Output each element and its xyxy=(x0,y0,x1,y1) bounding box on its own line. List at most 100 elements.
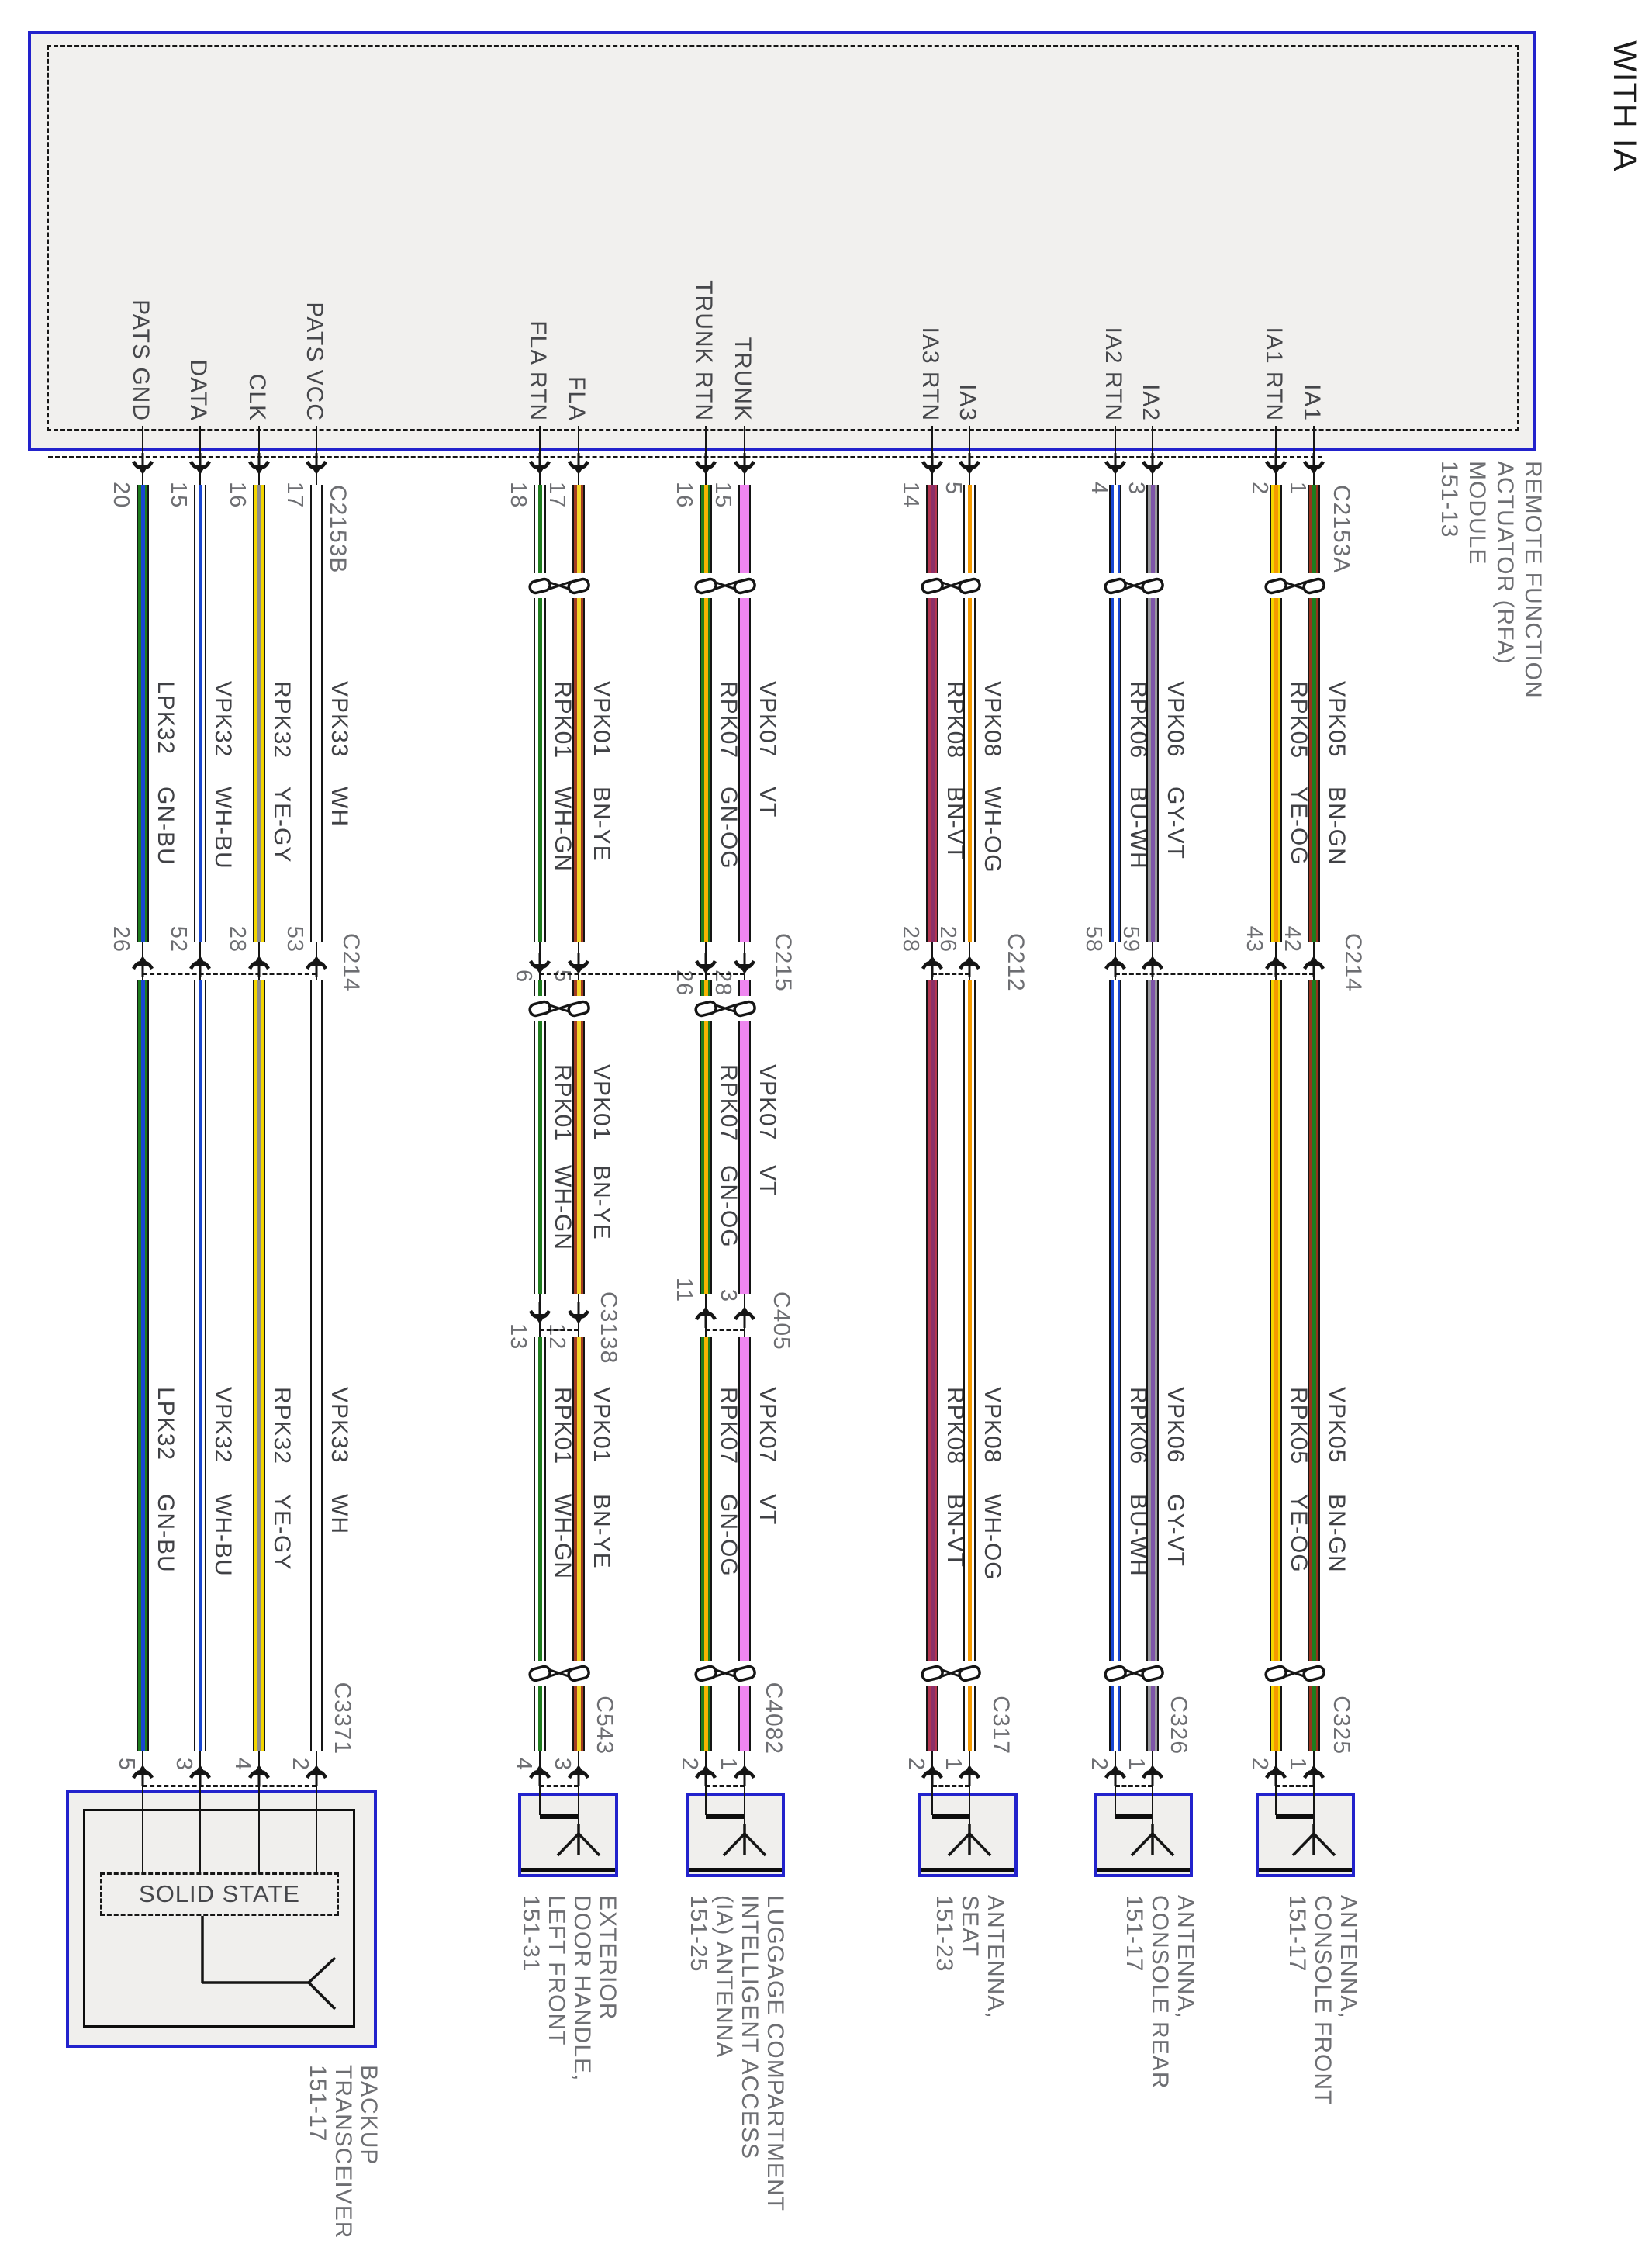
module-pin-label: FLA xyxy=(564,375,589,421)
connector-pin-arrow-icon xyxy=(921,453,943,475)
connector-id-label: C543 xyxy=(592,1696,617,1755)
ground-bar xyxy=(1115,1814,1153,1819)
module-pin-label: CLK xyxy=(244,373,270,421)
twisted-pair-icon xyxy=(528,1661,590,1686)
twisted-pair-icon xyxy=(694,996,756,1021)
color-code-label: GY-VT xyxy=(1163,1494,1188,1567)
component-box-backup-transceiver xyxy=(66,1790,377,2048)
connector-pin-arrow-icon xyxy=(568,1765,589,1786)
pin-number: 6 xyxy=(511,970,536,984)
color-code-label: GY-VT xyxy=(1163,787,1188,859)
antenna-icon xyxy=(947,1824,992,1857)
connector-pin-arrow-icon xyxy=(1142,453,1163,475)
pin-number: 18 xyxy=(506,482,531,509)
pin-number: 4 xyxy=(1087,482,1111,496)
component-box-exterior-door-handle xyxy=(518,1793,618,1877)
connector-pin-arrow-icon xyxy=(1303,453,1325,475)
module-pin-label: FLA RTN xyxy=(525,320,551,421)
color-code-label: BN-YE xyxy=(589,787,614,862)
wire-stripe xyxy=(703,980,708,1294)
wire-stripe xyxy=(537,980,542,1294)
component-box-antenna-console-rear xyxy=(1094,1793,1193,1877)
connector-pin-arrow-icon xyxy=(1265,1765,1287,1786)
connector-pin-arrow-icon xyxy=(959,1765,980,1786)
wire-segment xyxy=(738,485,751,942)
wire-segment xyxy=(534,485,546,942)
wire-segment xyxy=(1308,485,1320,942)
color-code-label: WH-BU xyxy=(210,1494,236,1577)
circuit-label: VPK08 xyxy=(980,681,1005,758)
connector-dashed-line xyxy=(1115,973,1314,975)
pin-number: 17 xyxy=(544,482,569,509)
connector-pin-arrow-icon xyxy=(1265,956,1287,977)
pin-number: 28 xyxy=(225,925,250,953)
pin-number: 2 xyxy=(904,1757,928,1771)
component-label-exterior-door-handle: EXTERIOR DOOR HANDLE, LEFT FRONT 151-31 xyxy=(518,1895,620,2081)
connector-id-label: C3371 xyxy=(330,1682,355,1755)
wire-segment xyxy=(310,980,323,1751)
component-label-antenna-console-rear: ANTENNA, CONSOLE REAR 151-17 xyxy=(1121,1895,1198,2089)
rfa-module-label-line: REMOTE FUNCTION xyxy=(1520,461,1546,699)
module-pin-label: IA1 RTN xyxy=(1261,327,1287,421)
wire-stripe xyxy=(967,485,972,942)
connector-pin-arrow-icon xyxy=(189,453,211,475)
connector-pin-arrow-icon xyxy=(132,453,154,475)
color-code-label: WH-GN xyxy=(550,1494,575,1579)
wire-stripe xyxy=(257,980,261,1751)
component-label-backup-transceiver-line: 151-17 xyxy=(305,2065,330,2142)
antenna-icon xyxy=(556,1824,601,1857)
pin-number: 3 xyxy=(171,1757,196,1771)
circuit-label: VPK05 xyxy=(1324,681,1350,758)
connector-pin-arrow-icon xyxy=(1265,453,1287,475)
wire-stripe xyxy=(537,485,542,942)
connector-id-label: C215 xyxy=(770,933,796,992)
wire-segment xyxy=(963,980,976,1751)
color-code-label: WH-OG xyxy=(980,1494,1005,1581)
wire-line xyxy=(1152,1793,1153,1827)
color-code-label: GN-BU xyxy=(153,1494,178,1573)
pin-number: 2 xyxy=(1087,1757,1111,1771)
connector-pin-arrow-icon xyxy=(734,953,755,974)
pin-number: 4 xyxy=(511,1757,536,1771)
color-code-label: WH xyxy=(327,787,352,827)
wire-stripe xyxy=(1274,485,1278,942)
connector-pin-arrow-icon xyxy=(734,453,755,475)
wire-stripe xyxy=(198,980,202,1751)
module-pin-label: TRUNK xyxy=(730,337,755,421)
pin-number: 52 xyxy=(166,925,191,953)
wire-segment xyxy=(572,1337,585,1751)
module-pin-label: IA2 xyxy=(1138,383,1163,421)
connector-dashed-line xyxy=(540,1785,579,1787)
connector-pin-arrow-icon xyxy=(695,453,717,475)
pin-number: 2 xyxy=(1247,1757,1272,1771)
component-label-antenna-console-front-line: CONSOLE FRONT xyxy=(1310,1895,1336,2106)
color-code-label: YE-GY xyxy=(269,787,295,863)
wire-segment xyxy=(1109,485,1121,942)
connector-id-label: C4082 xyxy=(761,1682,786,1755)
component-box-antenna-seat xyxy=(918,1793,1018,1877)
antenna-icon xyxy=(722,1824,767,1857)
connector-id-label: C317 xyxy=(988,1696,1014,1755)
pin-number: 26 xyxy=(109,925,133,953)
twisted-pair-icon xyxy=(921,1661,981,1686)
pin-number: 14 xyxy=(898,482,923,509)
pin-number: 5 xyxy=(114,1757,139,1771)
connector-dashed-line xyxy=(706,1329,745,1331)
component-label-antenna-console-rear-line: ANTENNA, xyxy=(1173,1895,1198,2019)
wire-stripe xyxy=(967,980,972,1751)
rfa-module-label-line: ACTUATOR (RFA) xyxy=(1492,461,1518,665)
pin-number: 2 xyxy=(1247,482,1272,496)
wire-segment xyxy=(253,485,265,942)
wire-stripe xyxy=(537,1337,542,1751)
twisted-pair-icon xyxy=(1264,573,1325,598)
pin-number: 12 xyxy=(544,1323,569,1350)
component-box-shadow xyxy=(1097,1868,1190,1872)
wire-line xyxy=(744,1793,745,1827)
wire-stripe xyxy=(1150,980,1155,1751)
wire-line xyxy=(199,1790,201,1874)
circuit-label: VPK08 xyxy=(980,1387,1005,1464)
wire-stripe xyxy=(1113,485,1118,942)
circuit-label: VPK01 xyxy=(589,1064,614,1141)
component-label-antenna-seat-line: SEAT xyxy=(957,1895,983,1958)
module-pin-label: TRUNK RTN xyxy=(691,280,717,421)
